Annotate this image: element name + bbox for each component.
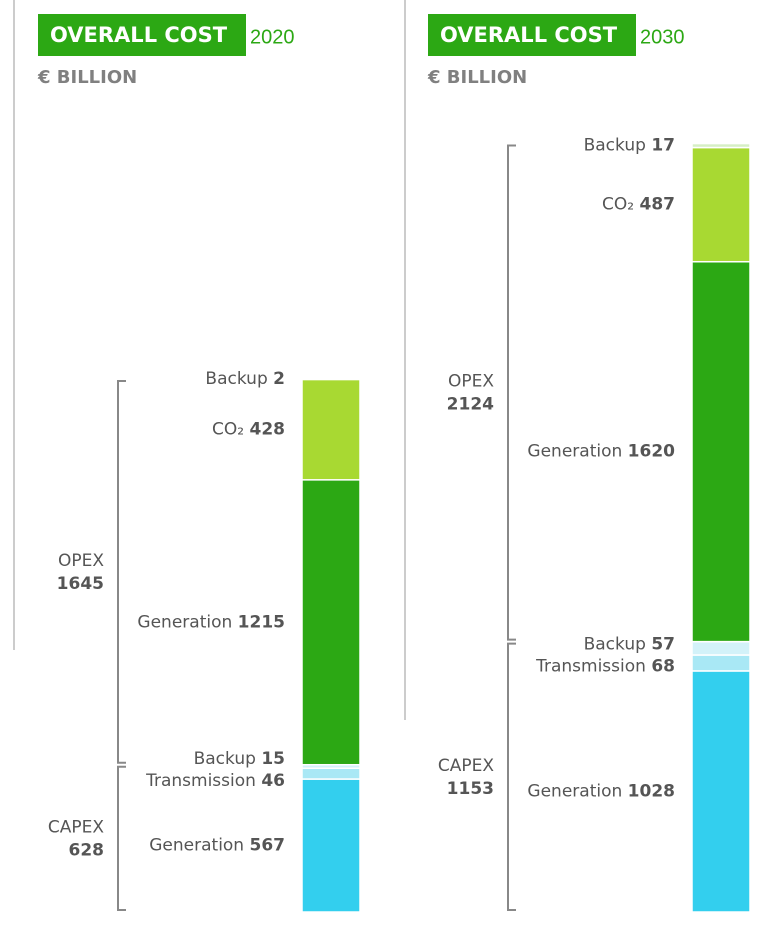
segment-label: CO₂ 487 — [602, 195, 675, 215]
group-name: OPEX — [448, 372, 494, 392]
segment-label: Transmission 68 — [535, 657, 675, 677]
segment-label: CO₂ 428 — [212, 420, 285, 440]
segment-value: 46 — [261, 771, 285, 791]
group-name: CAPEX — [438, 756, 494, 776]
segment-value: 1620 — [628, 442, 675, 462]
year: 2020 — [250, 26, 295, 48]
segment-label: Generation 1215 — [137, 612, 285, 632]
bar-segment — [691, 260, 751, 643]
segment-label: Backup 15 — [194, 749, 285, 769]
segment-label: Backup 2 — [205, 369, 285, 389]
title-box — [428, 14, 636, 56]
segment-label: Generation 567 — [149, 836, 285, 856]
group-bracket — [507, 642, 516, 911]
bar-segment — [301, 479, 361, 766]
title: OVERALL COST — [50, 23, 228, 47]
segment-label: Generation 1028 — [527, 781, 675, 801]
title: OVERALL COST — [440, 23, 618, 47]
bar-segment — [301, 767, 361, 780]
group-value: 628 — [69, 840, 105, 860]
segment-value: 2 — [273, 369, 285, 389]
segment-name: Backup — [194, 749, 256, 769]
segment-value: 1028 — [628, 781, 675, 801]
segment-name: Generation — [527, 781, 622, 801]
segment-label: Backup 17 — [584, 136, 675, 156]
segment-value: 17 — [651, 136, 675, 156]
segment-value: 1215 — [238, 612, 285, 632]
segment-name: Generation — [149, 836, 244, 856]
segment-name: Backup — [205, 369, 267, 389]
segment-name: CO₂ — [212, 420, 244, 440]
segment-label: Backup 57 — [584, 635, 675, 655]
segment-label: Generation 1620 — [527, 442, 675, 462]
group-bracket — [507, 144, 516, 641]
segment-name: Generation — [137, 612, 232, 632]
segment-value: 487 — [640, 195, 676, 215]
segment-name: Transmission — [145, 771, 256, 791]
bar-segment — [691, 670, 751, 913]
bar-segment — [691, 146, 751, 263]
segment-name: Transmission — [535, 657, 646, 677]
group-bracket — [117, 379, 126, 764]
unit: € BILLION — [37, 67, 137, 88]
group-value: 1645 — [57, 574, 104, 594]
bar-segment — [301, 378, 361, 481]
segment-value: 428 — [250, 420, 286, 440]
bar-segment — [691, 654, 751, 672]
group-name: OPEX — [58, 551, 104, 571]
group-name: CAPEX — [48, 817, 104, 837]
segment-name: Generation — [527, 442, 622, 462]
segment-name: Backup — [584, 635, 646, 655]
year: 2030 — [640, 26, 685, 48]
segment-value: 68 — [651, 657, 675, 677]
segment-label: Transmission 46 — [145, 771, 285, 791]
unit: € BILLION — [427, 67, 527, 88]
bar-segment — [691, 640, 751, 656]
group-value: 1153 — [447, 779, 494, 799]
title-box — [38, 14, 246, 56]
group-bracket — [117, 765, 126, 911]
bar-segment — [691, 142, 751, 149]
group-value: 2124 — [447, 395, 494, 415]
segment-name: CO₂ — [602, 195, 634, 215]
segment-value: 567 — [250, 836, 286, 856]
segment-value: 57 — [651, 635, 675, 655]
segment-name: Backup — [584, 136, 646, 156]
bar-segment — [301, 778, 361, 913]
segment-value: 15 — [261, 749, 285, 769]
